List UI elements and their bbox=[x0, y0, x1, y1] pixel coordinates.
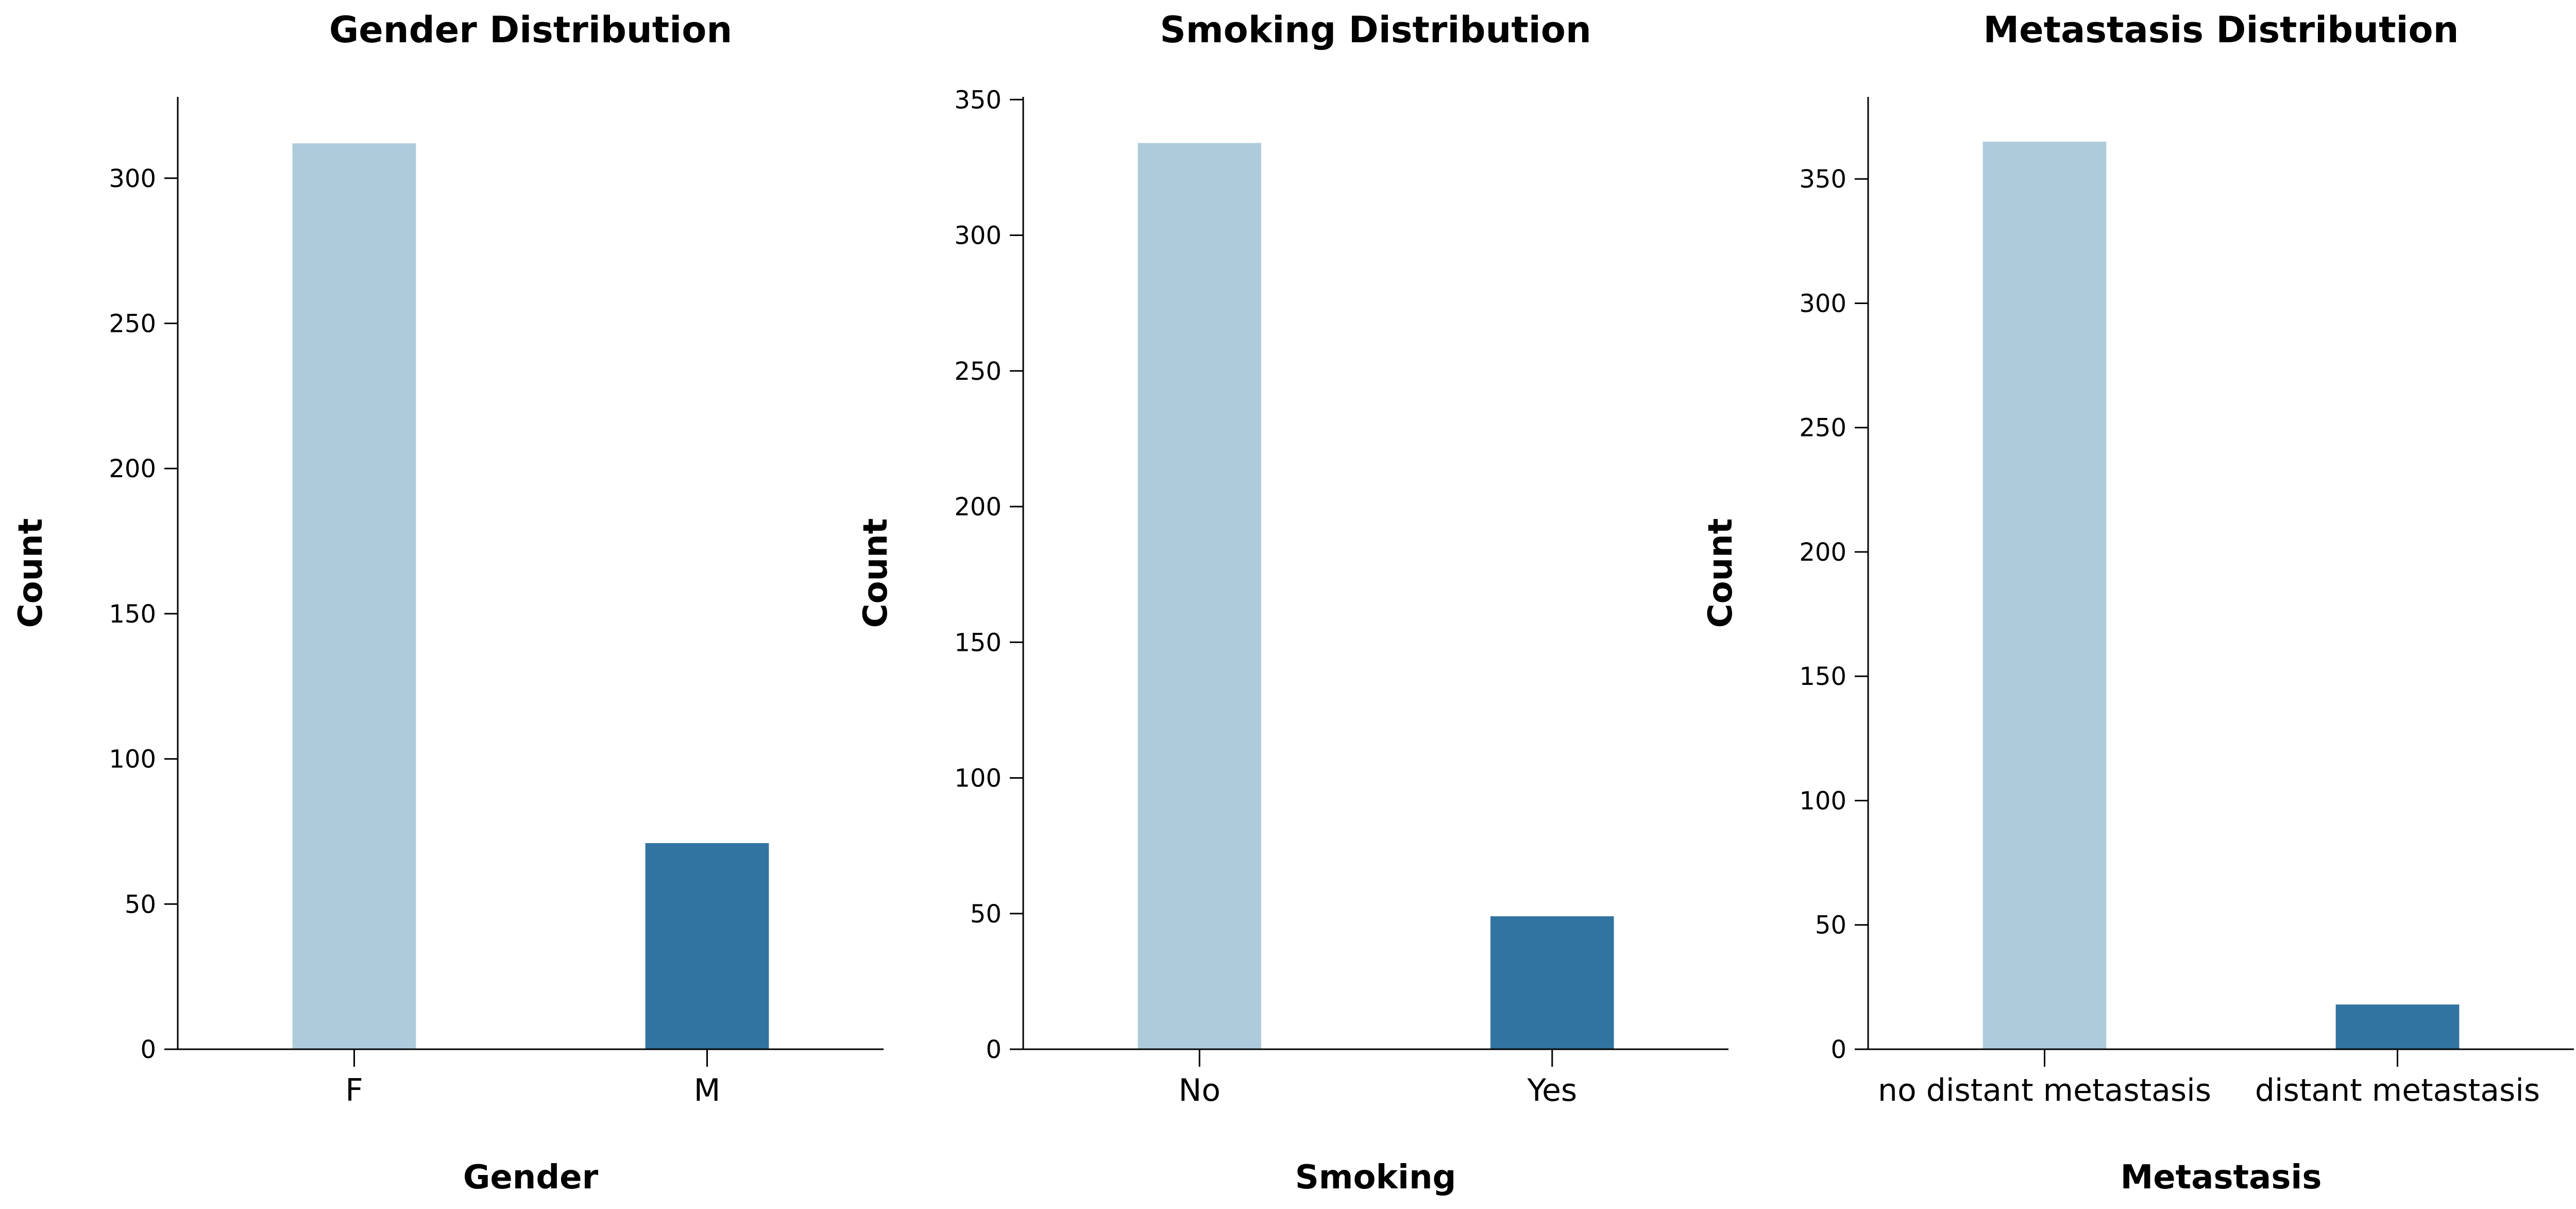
gender-chart: Gender Distribution 0 50 100 150 200 250 300 F M G… bbox=[12, 9, 884, 1197]
gender-ytick-label: 200 bbox=[109, 455, 156, 483]
metastasis-y-axis-label: Count bbox=[1702, 518, 1740, 628]
metastasis-x-axis-label: Metastasis bbox=[2121, 1158, 2322, 1197]
smoking-chart-title: Smoking Distribution bbox=[1160, 9, 1591, 51]
smoking-y-axis-label: Count bbox=[857, 518, 895, 628]
metastasis-bar-distant-metastasis bbox=[2335, 1004, 2460, 1049]
metastasis-ytick-label: 250 bbox=[1799, 414, 1846, 443]
gender-xtick-label-m: M bbox=[694, 1072, 721, 1109]
gender-ytick-label: 150 bbox=[109, 600, 156, 629]
gender-x-axis-label: Gender bbox=[463, 1158, 599, 1197]
smoking-ytick-label: 0 bbox=[986, 1035, 1002, 1064]
metastasis-ytick-label: 50 bbox=[1815, 911, 1846, 940]
smoking-xtick-label-no: No bbox=[1178, 1072, 1221, 1109]
smoking-bar-yes bbox=[1490, 916, 1614, 1049]
metastasis-xtick-label-distant-metastasis: distant metastasis bbox=[2255, 1072, 2540, 1109]
gender-ytick-label: 50 bbox=[125, 890, 156, 919]
smoking-chart: Smoking Distribution 0 50 100 150 200 250 300 35… bbox=[857, 9, 1728, 1197]
smoking-bar-no bbox=[1138, 143, 1262, 1049]
metastasis-ytick-label: 350 bbox=[1799, 165, 1846, 194]
metastasis-ytick-label: 0 bbox=[1831, 1035, 1846, 1064]
smoking-ytick-label: 50 bbox=[970, 900, 1002, 929]
smoking-ytick-label: 100 bbox=[954, 764, 1002, 793]
smoking-ytick-label: 300 bbox=[954, 222, 1002, 250]
gender-ytick-label: 300 bbox=[109, 164, 156, 193]
smoking-ytick-label: 350 bbox=[954, 86, 1002, 114]
smoking-ytick-label: 150 bbox=[954, 628, 1002, 657]
smoking-ytick-label: 200 bbox=[954, 493, 1002, 522]
smoking-ytick-label: 250 bbox=[954, 357, 1002, 386]
metastasis-ytick-label: 150 bbox=[1799, 662, 1846, 691]
gender-xtick-label-f: F bbox=[345, 1072, 363, 1109]
gender-ytick-label: 250 bbox=[109, 309, 156, 338]
gender-ytick-label: 100 bbox=[109, 745, 156, 774]
gender-ytick-label: 0 bbox=[140, 1035, 156, 1064]
metastasis-ytick-label: 300 bbox=[1799, 289, 1846, 318]
metastasis-ytick-label: 200 bbox=[1799, 538, 1846, 567]
metastasis-chart-title: Metastasis Distribution bbox=[1984, 9, 2459, 51]
metastasis-ytick-label: 100 bbox=[1799, 786, 1846, 815]
metastasis-bar-no-distant-metastasis bbox=[1982, 141, 2107, 1049]
metastasis-chart: Metastasis Distribution 0 50 100 150 200 250 30… bbox=[1702, 9, 2574, 1197]
gender-y-axis-label: Count bbox=[12, 518, 50, 628]
smoking-xtick-label-yes: Yes bbox=[1527, 1072, 1577, 1109]
gender-chart-title: Gender Distribution bbox=[329, 9, 732, 51]
gender-bar-f bbox=[292, 143, 416, 1049]
metastasis-xtick-label-no-distant-metastasis: no distant metastasis bbox=[1878, 1072, 2211, 1109]
smoking-x-axis-label: Smoking bbox=[1295, 1158, 1456, 1197]
gender-bar-m bbox=[645, 843, 769, 1049]
